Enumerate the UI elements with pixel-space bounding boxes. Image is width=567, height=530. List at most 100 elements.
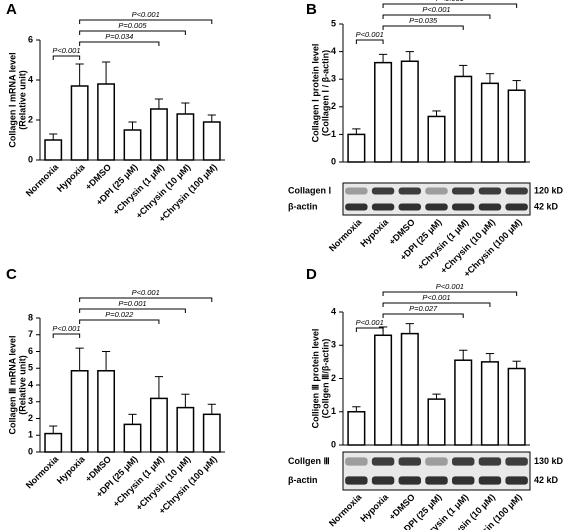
blot-band [398,187,422,195]
y-tick-label: 0 [331,156,336,166]
bar [97,83,116,161]
bar [70,370,89,453]
blot-band [478,476,502,485]
significance-bracket [79,41,160,46]
blot-size: 42 kD [534,201,559,211]
y-axis-label: Collagen Ⅲ mRNA level [7,336,17,435]
y-tick-label: 3 [331,74,336,84]
bar [507,367,526,446]
significance-label: P=0.034 [105,32,133,41]
blot-band [371,476,395,485]
significance-bracket [355,327,384,332]
significance-label: P<0.001 [356,30,384,39]
bar [176,113,195,161]
y-tick-label: 4 [331,46,336,56]
blot-band [478,203,502,211]
y-tick-label: 2 [331,373,336,383]
bar [176,406,195,453]
blot-band [451,457,475,466]
y-tick-label: 5 [331,18,336,28]
bar [149,397,168,453]
bar [507,89,526,163]
blot-band [345,203,368,211]
y-tick-label: 1 [28,430,33,440]
blot-band [425,203,448,211]
bar [44,432,63,453]
blot-band [371,187,395,195]
y-tick-label: 3 [28,396,33,406]
y-tick-label: 8 [28,312,33,322]
x-tick-label: Normoxia [327,216,364,253]
blot-band [451,187,475,195]
significance-label: P<0.001 [132,288,160,297]
x-tick-label: Normoxia [24,453,61,490]
significance-label: P<0.001 [132,10,160,19]
bar [454,75,473,163]
significance-label: P<0.001 [436,282,464,291]
bar [347,133,366,163]
y-tick-label: 4 [331,306,336,316]
blot-label: Collgen Ⅲ [288,456,330,466]
x-tick-label: Normoxia [327,491,364,528]
blot-band [371,457,395,466]
blot-band [478,457,502,466]
y-tick-label: 6 [28,34,33,44]
y-tick-label: 5 [28,363,33,373]
bar [480,361,499,446]
significance-bracket [79,30,186,35]
panel-letter: C [6,266,17,283]
significance-label: P<0.001 [52,46,80,55]
significance-bracket [79,319,160,324]
blot-band [425,457,448,466]
y-tick-label: 3 [331,340,336,350]
bar [202,121,221,161]
bar [374,334,393,446]
panel-letter: A [6,1,17,18]
bar [454,359,473,446]
significance-bracket [382,3,518,8]
bar [347,411,366,446]
significance-bracket [79,19,213,24]
y-tick-label: 2 [28,114,33,124]
y-axis-label: (Collgen Ⅲ/β-actin) [320,339,330,419]
significance-bracket [382,25,464,30]
significance-bracket [382,291,518,296]
y-tick-label: 6 [28,346,33,356]
blot-band [345,457,368,466]
significance-label: P=0.027 [409,304,438,313]
significance-bracket [79,308,186,313]
bar [427,398,446,446]
significance-label: P=0.022 [105,310,134,319]
y-tick-label: 2 [331,101,336,111]
panel-letter: D [306,266,317,283]
y-axis-label: Collagen Ⅰ mRNA level [7,52,17,147]
blot-band [345,187,368,195]
significance-label: P=0.035 [409,16,438,25]
y-tick-label: 0 [28,154,33,164]
y-tick-label: 0 [28,446,33,456]
blot-size: 42 kD [534,475,559,485]
bar [123,423,142,453]
y-tick-label: 2 [28,413,33,423]
x-tick-label: Normoxia [24,161,61,198]
blot-band [505,476,528,485]
y-axis-label: Colligen Ⅲ protein level [310,329,320,429]
significance-label: P=0.001 [118,299,146,308]
bar [400,332,419,446]
y-tick-label: 4 [28,74,33,84]
blot-band [505,457,528,466]
bar [97,370,116,453]
x-tick-label: Hypoxia [358,216,391,249]
significance-label: P<0.001 [422,293,450,302]
significance-label: P<0.001 [52,324,80,333]
blot-label: β-actin [288,475,318,485]
bar [400,60,419,163]
significance-bracket [382,302,491,307]
significance-bracket [355,39,384,44]
blot-band [371,203,395,211]
bar [149,108,168,161]
blot-band [425,187,448,195]
blot-band [451,476,475,485]
blot-band [398,476,422,485]
